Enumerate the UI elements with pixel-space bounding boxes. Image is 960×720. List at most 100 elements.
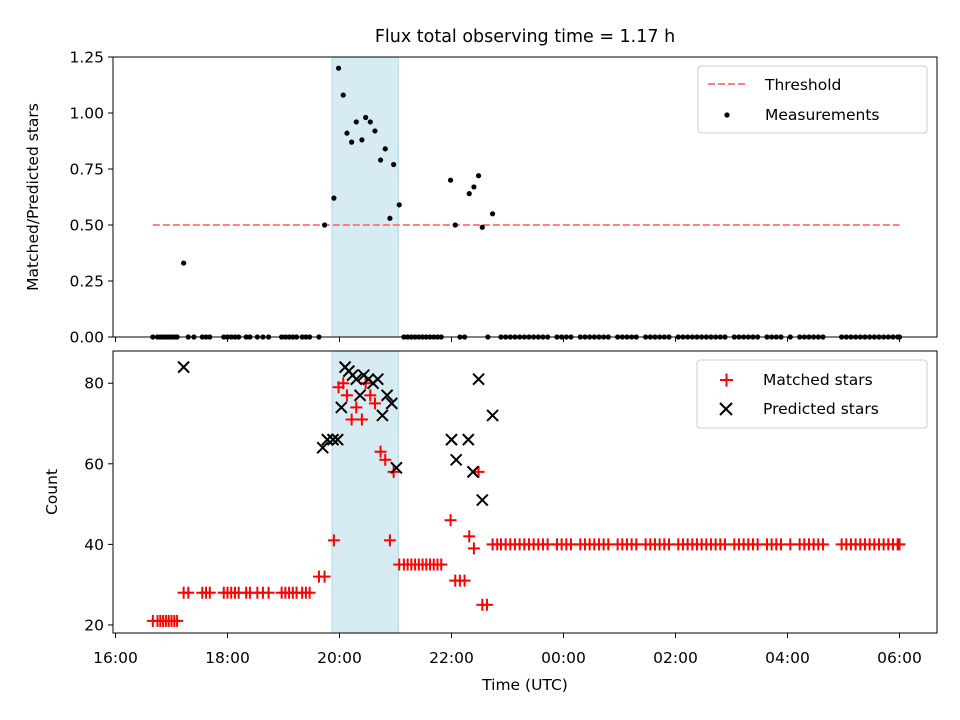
y-tick-label: 20	[84, 616, 104, 634]
top-y-axis: 0.00 0.25 0.50 0.75 1.00 1.25	[69, 49, 113, 347]
predicted-star-point	[353, 389, 367, 402]
measurement-point	[471, 184, 477, 190]
matched-star-point	[327, 534, 340, 547]
matched-star-point	[379, 453, 392, 466]
legend-box	[696, 359, 928, 429]
matched-star-point	[480, 598, 493, 611]
predicted-star-point	[390, 461, 403, 475]
measurement-point	[475, 173, 482, 179]
predicted-star-point	[486, 409, 499, 422]
x-tick-label: 18:00	[205, 649, 250, 667]
matched-star-point	[364, 389, 377, 402]
predicted-star-point	[380, 389, 394, 402]
measurement-point	[372, 128, 378, 134]
y-axis-label: Count	[43, 469, 61, 515]
x-axis-label: Time (UTC)	[481, 676, 568, 694]
top-legend: Threshold Measurements	[697, 65, 928, 134]
matched-star-point	[893, 538, 906, 551]
matched-star-point	[374, 445, 387, 458]
measurement-point	[359, 137, 365, 143]
predicted-star-point	[376, 409, 389, 422]
matched-star-point	[355, 413, 368, 426]
legend-predicted-swatch	[719, 402, 733, 416]
measurement-point	[353, 119, 359, 125]
matched-star-point	[472, 465, 485, 478]
y-tick-label: 0.50	[69, 217, 104, 235]
measurement-point	[447, 177, 454, 183]
measurement-point	[391, 161, 397, 168]
matched-star-point	[435, 558, 448, 571]
legend-measurements-swatch	[724, 112, 730, 118]
x-tick-label: 20:00	[317, 649, 362, 667]
predicted-star-point	[321, 433, 334, 446]
matched-star-point	[467, 542, 480, 555]
predicted-star-point	[331, 433, 344, 446]
y-axis-label: Matched/Predicted stars	[24, 103, 42, 291]
x-tick-label: 22:00	[429, 649, 474, 667]
measurement-point	[344, 130, 350, 136]
measurement-point	[479, 224, 485, 230]
matched-star-point	[340, 389, 353, 402]
matched-star-point	[368, 397, 381, 410]
x-tick-label: 04:00	[765, 649, 810, 667]
predicted-star-point	[472, 372, 485, 386]
x-tick-label: 02:00	[653, 649, 698, 667]
predicted-star-point	[476, 493, 489, 507]
legend-label-matched: Matched stars	[763, 371, 873, 389]
measurement-point	[335, 65, 342, 71]
top-plot-frame	[112, 56, 938, 338]
bottom-legend: Matched stars Predicted stars	[696, 359, 928, 429]
x-tick-label: 16:00	[93, 649, 138, 667]
predicted-star-point	[449, 453, 463, 466]
top-panel: Flux total observing time = 1.17 h 0.000…	[24, 27, 938, 347]
predicted-stars-points	[177, 360, 499, 507]
predicted-star-point	[316, 441, 329, 454]
legend-label-threshold: Threshold	[764, 76, 841, 94]
y-tick-label: 1.00	[69, 105, 104, 123]
bottom-panel: 20 40 60 80 16:00 18:00 20:00 22:00 00:00 02:00 0…	[43, 350, 938, 694]
matched-star-point	[318, 570, 331, 583]
predicted-star-point	[462, 433, 475, 446]
matched-star-point	[171, 614, 184, 627]
matched-star-point	[337, 377, 350, 390]
measurement-point	[331, 195, 337, 201]
chart-title: Flux total observing time = 1.17 h	[375, 27, 675, 47]
predicted-star-point	[177, 360, 190, 374]
predicted-star-point	[385, 397, 398, 410]
predicted-star-point	[335, 401, 348, 414]
y-tick-label: 0.75	[69, 161, 104, 179]
matched-star-point	[463, 530, 476, 543]
measurement-point	[363, 114, 369, 121]
y-tick-label: 60	[84, 455, 104, 473]
y-tick-label: 80	[84, 375, 104, 393]
measurement-point	[452, 222, 458, 228]
legend-label-predicted: Predicted stars	[763, 400, 879, 418]
bottom-y-axis: 20 40 60 80	[84, 375, 113, 634]
matched-star-point	[350, 401, 363, 414]
y-tick-label: 1.25	[69, 49, 104, 67]
measurement-point	[387, 215, 393, 221]
x-tick-label: 00:00	[541, 649, 586, 667]
measurement-point	[181, 260, 187, 266]
measurement-point	[382, 146, 388, 152]
y-tick-label: 40	[84, 536, 104, 554]
measurement-point	[466, 191, 472, 197]
y-tick-label: 0.25	[69, 273, 104, 291]
measurement-point	[396, 202, 402, 208]
legend-label-measurements: Measurements	[765, 106, 880, 124]
measurement-point	[340, 92, 346, 98]
predicted-star-point	[371, 372, 384, 386]
matched-star-point	[182, 586, 195, 599]
measurement-point	[349, 139, 355, 145]
predicted-star-point	[445, 433, 458, 446]
measurement-point	[377, 157, 384, 163]
measurement-point	[489, 211, 496, 217]
matched-stars-points	[146, 377, 906, 627]
predicted-star-point	[350, 372, 363, 386]
matched-star-point	[303, 586, 316, 599]
measurement-point	[321, 222, 328, 228]
legend-box	[697, 65, 928, 134]
predicted-star-point	[326, 433, 340, 446]
bottom-x-axis: 16:00 18:00 20:00 22:00 00:00 02:00 04:00 06:00	[93, 633, 922, 667]
